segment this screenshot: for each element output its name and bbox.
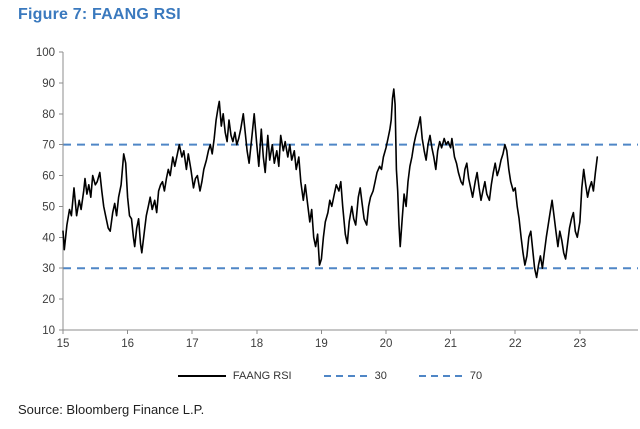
legend-item-70: 70 [418,370,483,382]
y-tick-label: 90 [42,78,55,90]
threshold-70-swatch [418,375,463,377]
y-tick-label: 70 [42,140,55,152]
y-tick-label: 80 [42,109,55,121]
legend-label-series: FAANG RSI [232,370,292,382]
figure-title: Figure 7: FAANG RSI [18,6,181,23]
y-tick-label: 40 [42,232,55,244]
threshold-30-swatch [323,375,368,377]
y-tick-label: 10 [42,325,55,337]
x-tick-label: 19 [315,338,328,350]
y-tick-label: 30 [42,263,55,275]
legend-label-70: 70 [469,370,483,382]
x-tick-label: 15 [57,338,70,350]
x-tick-label: 17 [186,338,199,350]
source-note: Source: Bloomberg Finance L.P. [18,402,205,417]
x-tick-label: 23 [573,338,586,350]
legend-item-30: 30 [323,370,387,382]
x-tick-label: 21 [444,338,457,350]
series-line-swatch [177,375,226,377]
x-tick-label: 18 [250,338,263,350]
x-tick-label: 22 [509,338,522,350]
legend-label-30: 30 [374,370,387,382]
y-tick-label: 20 [42,294,55,306]
y-tick-label: 50 [42,201,55,213]
y-tick-label: 60 [42,171,55,183]
legend-item-faang-rsi: FAANG RSI [177,370,292,382]
x-tick-label: 16 [121,338,134,350]
x-tick-label: 20 [380,338,393,350]
chart-legend: FAANG RSI 30 70 [10,370,640,382]
series-line-faang-rsi [62,88,599,279]
y-tick-label: 100 [36,47,55,59]
